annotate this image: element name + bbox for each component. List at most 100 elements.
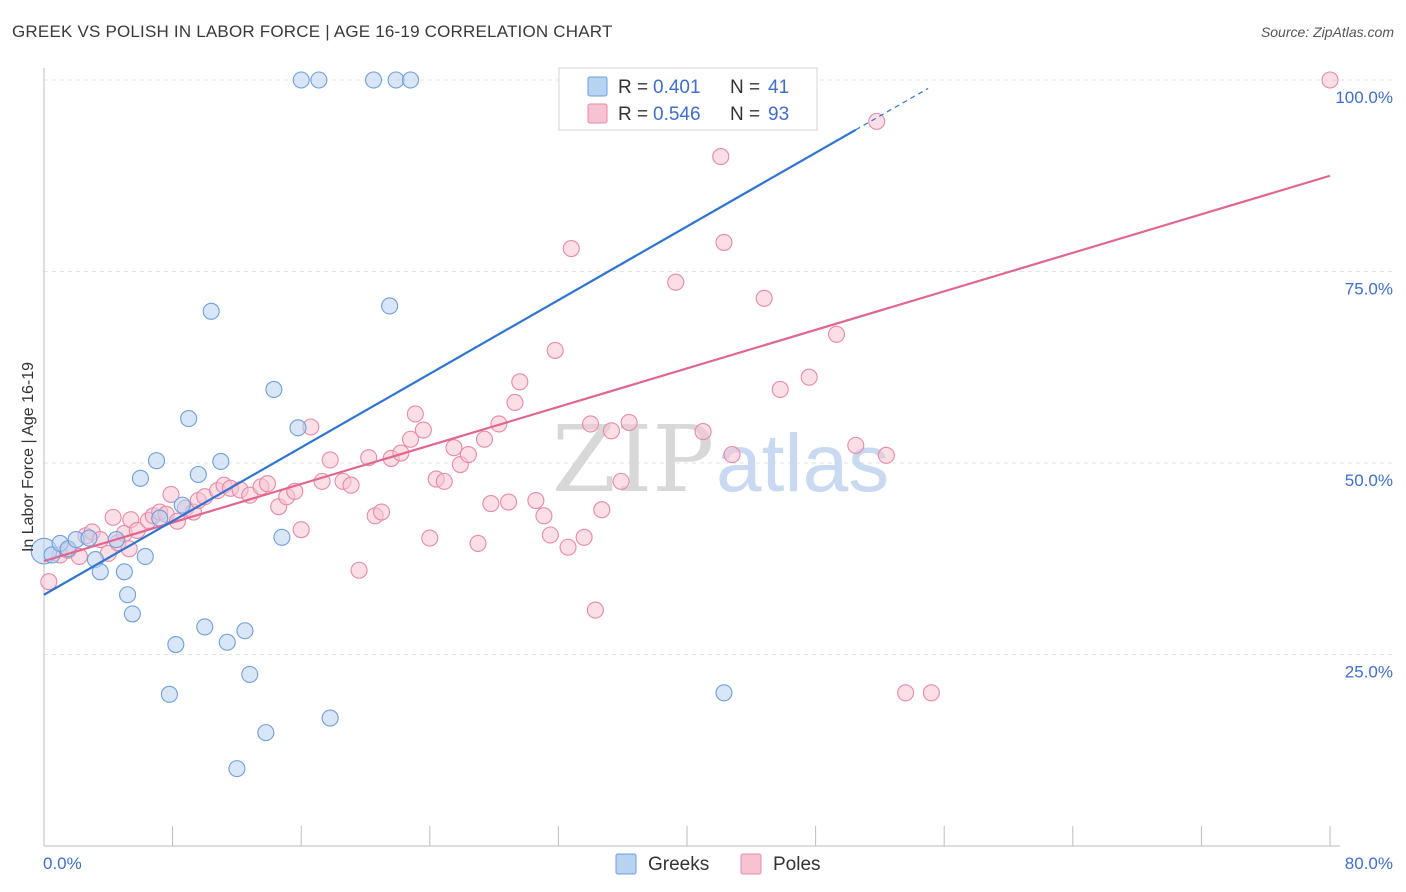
poles-point: [715, 233, 733, 251]
poles-point: [527, 491, 545, 510]
poles-point: [500, 493, 518, 511]
source-credit: Source: ZipAtlas.com: [1260, 24, 1394, 40]
legend-poles-n-label: N =: [730, 104, 760, 125]
y-tick-label: 75.0%: [1345, 280, 1393, 299]
bottom-legend-poles-swatch: [740, 853, 762, 875]
poles-point: [459, 446, 477, 464]
greeks-point: [189, 465, 207, 484]
poles-point: [1321, 71, 1339, 89]
poles-point: [559, 538, 577, 556]
bottom-legend-greeks-swatch: [615, 853, 637, 875]
poles-point: [602, 422, 620, 440]
greeks-point: [228, 760, 246, 778]
poles-point: [321, 451, 339, 469]
greeks-point: [167, 635, 185, 654]
poles-point: [667, 273, 685, 291]
poles-point: [897, 684, 915, 702]
greeks-point: [381, 297, 399, 315]
x-tick-marks: [43, 826, 1331, 846]
greeks-point: [136, 547, 154, 566]
legend-greeks-r-label: R =: [618, 77, 648, 98]
legend-poles-r-label: R =: [618, 104, 648, 125]
poles-point: [482, 495, 500, 513]
greeks-point: [218, 633, 236, 651]
greeks-point: [273, 528, 291, 546]
watermark: ZIP atlas: [552, 406, 889, 513]
greeks-point: [289, 419, 307, 437]
legend-greeks-r-value: 0.401: [653, 77, 701, 98]
legend-poles-swatch: [587, 103, 608, 124]
greeks-point: [364, 71, 383, 89]
legend-poles-r-value: 0.546: [653, 104, 701, 125]
greeks-point: [236, 622, 254, 640]
greeks-point: [80, 529, 98, 547]
poles-point: [475, 430, 494, 448]
greeks-point: [387, 71, 405, 89]
greeks-point: [212, 452, 230, 471]
greeks-point: [257, 724, 275, 742]
poles-point: [712, 148, 730, 166]
poles-point: [469, 534, 487, 552]
poles-point: [723, 446, 741, 464]
poles-point: [586, 601, 604, 619]
greeks-point: [147, 452, 166, 470]
legend-greeks-swatch: [587, 76, 608, 97]
y-axis-label: In Labor Force | Age 16-19: [20, 362, 37, 552]
y-tick-label: 25.0%: [1345, 663, 1393, 682]
poles-point: [445, 439, 463, 457]
poles-point: [342, 476, 360, 494]
trend-lines: [43, 87, 1331, 596]
x-tick-label-min: 0.0%: [43, 854, 82, 873]
legend-poles-n-value: 93: [768, 104, 789, 125]
greeks-point: [292, 71, 310, 89]
poles-point: [406, 405, 424, 423]
legend-box: R = 0.401 N = 41 R = 0.546 N = 93: [558, 67, 818, 131]
poles-point: [562, 239, 580, 258]
greeks-point: [115, 563, 133, 581]
poles-point: [922, 684, 940, 702]
poles-point: [877, 446, 895, 464]
poles-point: [771, 380, 789, 399]
greeks-point: [202, 302, 220, 320]
greeks-points: [30, 71, 733, 778]
poles-point: [868, 112, 886, 130]
greeks-trend-line: [43, 128, 857, 596]
poles-point: [104, 508, 122, 526]
y-tick-labels: 25.0% 50.0% 75.0% 100.0%: [1335, 88, 1393, 682]
x-tick-label-max: 80.0%: [1345, 854, 1393, 873]
greeks-point: [401, 71, 420, 89]
greeks-point: [119, 586, 137, 604]
greeks-point: [196, 618, 214, 636]
bottom-legend-greeks-label: Greeks: [648, 854, 709, 875]
poles-point: [506, 393, 524, 412]
poles-point: [511, 373, 529, 391]
legend-greeks-n-value: 41: [768, 77, 789, 98]
greeks-point: [321, 709, 339, 727]
gridlines: [44, 79, 1395, 655]
y-tick-label: 100.0%: [1335, 88, 1393, 107]
bottom-legend: Greeks Poles: [615, 853, 821, 875]
poles-point: [755, 289, 773, 307]
poles-point: [258, 475, 276, 493]
poles-point: [581, 415, 600, 433]
bottom-legend-poles-label: Poles: [773, 854, 821, 875]
poles-point: [292, 521, 310, 539]
greeks-point: [180, 410, 198, 428]
poles-point: [421, 529, 439, 547]
greeks-trend-extension: [855, 87, 929, 131]
poles-point: [694, 423, 712, 441]
poles-point: [546, 341, 564, 359]
poles-point: [162, 485, 180, 503]
poles-point: [827, 325, 846, 343]
poles-point: [414, 421, 432, 439]
poles-point: [40, 573, 58, 591]
poles-point: [847, 436, 865, 454]
chart-title: GREEK VS POLISH IN LABOR FORCE | AGE 16-…: [12, 22, 613, 41]
greeks-point: [160, 685, 178, 703]
poles-point: [350, 561, 368, 579]
poles-point: [593, 501, 611, 519]
greeks-point: [310, 71, 328, 89]
greeks-point: [173, 496, 191, 514]
poles-point: [800, 368, 818, 386]
